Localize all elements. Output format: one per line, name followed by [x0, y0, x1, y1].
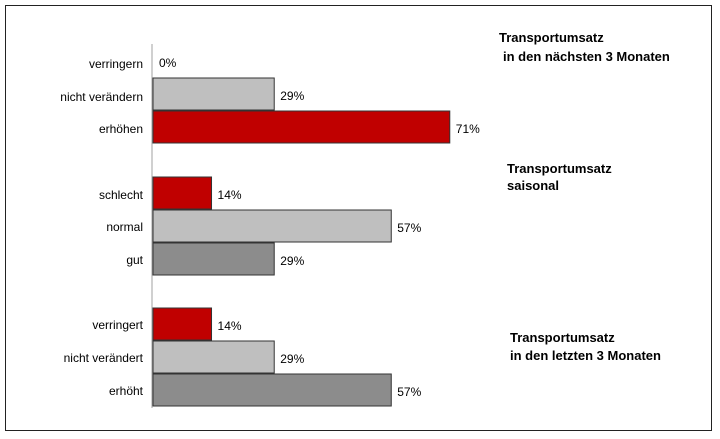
- bar: [152, 176, 213, 210]
- category-label: erhöhen: [99, 122, 143, 136]
- value-label: 14%: [218, 319, 242, 333]
- value-label: 57%: [397, 385, 421, 399]
- value-label: 57%: [397, 221, 421, 235]
- group-1-title-line-1: Transportumsatz: [499, 30, 604, 45]
- category-label: nicht verändert: [64, 351, 144, 365]
- value-label: 0%: [159, 56, 177, 70]
- bar: [152, 242, 275, 276]
- group-2-title-line-1: Transportumsatz: [507, 161, 612, 176]
- value-label: 29%: [280, 89, 304, 103]
- value-label: 14%: [218, 188, 242, 202]
- bar: [152, 209, 392, 243]
- group-2-title-line-2: saisonal: [507, 178, 559, 193]
- bar: [152, 77, 275, 111]
- category-label: schlecht: [99, 188, 144, 202]
- bar: [152, 373, 392, 407]
- value-label: 71%: [456, 122, 480, 136]
- group-3-title-line-1: Transportumsatz: [510, 330, 615, 345]
- bar: [152, 110, 451, 144]
- value-label: 29%: [280, 352, 304, 366]
- category-label: gut: [126, 253, 143, 267]
- category-label: normal: [106, 220, 143, 234]
- category-label: erhöht: [109, 384, 144, 398]
- bar: [152, 340, 275, 374]
- category-label: verringert: [92, 318, 143, 332]
- bar: [152, 307, 213, 341]
- category-label: nicht verändern: [60, 90, 143, 104]
- category-label: verringern: [89, 57, 143, 71]
- value-label: 29%: [280, 254, 304, 268]
- group-3-title-line-2: in den letzten 3 Monaten: [510, 348, 661, 363]
- group-1-title-line-2: in den nächsten 3 Monaten: [503, 49, 670, 64]
